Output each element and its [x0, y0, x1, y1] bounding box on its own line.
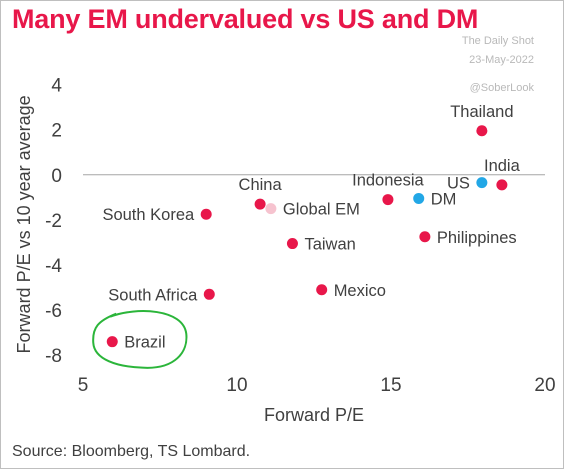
y-tick-label: 2: [51, 121, 62, 142]
watermark-line-1: The Daily Shot: [461, 35, 534, 47]
label-mexico: Mexico: [334, 282, 386, 300]
label-india: India: [484, 157, 521, 175]
point-mexico: [316, 284, 328, 296]
chart-title: Many EM undervalued vs US and DM: [12, 4, 479, 34]
watermark-line-2: 23-May-2022: [469, 54, 534, 66]
point-philippines: [419, 231, 431, 243]
point-south-africa: [203, 288, 215, 300]
y-axis-ticks: 4 2 0 -2 -4 -6 -8: [45, 76, 62, 368]
label-thailand: Thailand: [450, 103, 513, 121]
point-thailand: [476, 125, 488, 137]
label-taiwan: Taiwan: [304, 236, 355, 254]
label-indonesia: Indonesia: [352, 172, 424, 190]
x-tick-label: 15: [380, 375, 401, 396]
label-global-em: Global EM: [283, 201, 360, 219]
x-axis-label: Forward P/E: [264, 405, 364, 425]
x-tick-label: 20: [534, 375, 555, 396]
point-global-em: [265, 203, 277, 215]
point-brazil: [106, 336, 118, 348]
y-tick-label: 0: [51, 166, 62, 187]
point-dm: [413, 192, 425, 204]
y-tick-label: -4: [45, 256, 62, 277]
point-indonesia: [382, 194, 394, 206]
label-china: China: [239, 176, 283, 194]
y-tick-label: -8: [45, 346, 62, 367]
x-tick-label: 10: [226, 375, 247, 396]
y-tick-label: -6: [45, 301, 62, 322]
point-south-korea: [200, 208, 212, 220]
label-philippines: Philippines: [437, 229, 517, 247]
x-axis-ticks: 5 10 15 20: [78, 375, 556, 396]
data-points: [106, 125, 508, 348]
label-us: US: [447, 175, 470, 193]
y-tick-label: -2: [45, 211, 62, 232]
x-tick-label: 5: [78, 375, 89, 396]
point-india: [496, 179, 508, 191]
brazil-highlight-circle: [92, 310, 188, 369]
point-taiwan: [286, 238, 298, 250]
y-tick-label: 4: [51, 76, 62, 97]
source-note: Source: Bloomberg, TS Lombard.: [12, 443, 251, 460]
label-dm: DM: [431, 190, 457, 208]
point-us: [476, 177, 488, 189]
point-china: [254, 198, 266, 210]
watermark-line-3: @SoberLook: [469, 82, 534, 94]
label-brazil: Brazil: [124, 334, 165, 352]
y-axis-label: Forward P/E vs 10 year average: [14, 95, 34, 353]
label-south-africa: South Africa: [108, 286, 198, 304]
label-south-korea: South Korea: [102, 206, 195, 224]
